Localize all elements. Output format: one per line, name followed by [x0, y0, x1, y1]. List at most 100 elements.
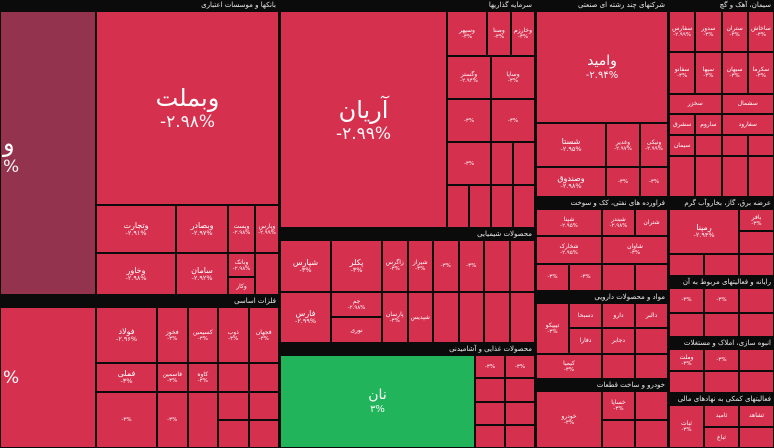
tile-grid-item[interactable]	[505, 378, 535, 402]
tile-sabet[interactable]: ثبات -۳%	[669, 405, 704, 448]
tile-noon[interactable]: نان ۳%	[280, 355, 475, 448]
tile-grid-item[interactable]	[505, 401, 535, 425]
tile-fars[interactable]: فارس -۲.۹۹%	[280, 291, 331, 343]
tile-vbmelat[interactable]: وبملت -۲.۹۸%	[96, 11, 279, 205]
tile-grid-item[interactable]	[513, 185, 535, 228]
tile-grid-item[interactable]	[475, 378, 505, 402]
tile-grid-item[interactable]: -۳%	[433, 240, 459, 292]
tile-foolad[interactable]: فولاد -۲.۹۶%	[96, 307, 157, 364]
tile-grid-item[interactable]: -۳%	[458, 240, 484, 292]
tile-zagros[interactable]: زاگرس -۳%	[382, 240, 408, 292]
tile-grid-item[interactable]	[721, 134, 748, 156]
tile-shavan[interactable]: شاوان -۳%	[602, 236, 668, 264]
tile-grid-item[interactable]	[739, 426, 774, 448]
tile-sbahan[interactable]: سبهان -۳%	[721, 52, 748, 94]
tile-vpost[interactable]: وپست -۲.۹۸%	[228, 205, 255, 253]
tile-grid-item[interactable]: -۳%	[447, 142, 491, 185]
tile-shpedar[interactable]: شپدیس	[407, 291, 433, 343]
tile-sakhash[interactable]: ساخاش -۳%	[747, 11, 774, 53]
tile-shbandar[interactable]: شبندر -۲.۹۸%	[602, 209, 635, 237]
tile-grid-item[interactable]	[602, 263, 635, 291]
tile-vnik[interactable]: ونیکی -۲.۹۹%	[640, 123, 668, 167]
tile-grid-item[interactable]	[739, 288, 774, 313]
tile-sdoroud[interactable]: سدور -۳%	[695, 11, 722, 53]
tile-grid-item[interactable]: -۳%	[669, 288, 704, 313]
tile-khodro[interactable]: خودرو -۳%	[536, 391, 602, 448]
tile-fkhouz[interactable]: فخوز -۳%	[157, 307, 188, 364]
tile-grid-item[interactable]	[635, 391, 668, 420]
tile-grid-item[interactable]	[635, 419, 668, 448]
tile-shpars[interactable]: شپارس -۳%	[280, 240, 331, 292]
tile-bafar[interactable]: بافر -۳%	[739, 209, 774, 232]
tile-shasb[interactable]: ثباغ	[704, 426, 739, 448]
tile-vmaskan[interactable]: وملت -۳%	[669, 349, 704, 371]
tile-kimia[interactable]: کیمیا -۳%	[536, 353, 602, 379]
tile-sikhazar[interactable]: سخزر	[669, 93, 722, 115]
tile-grid-item[interactable]	[433, 291, 459, 343]
tile-vsina[interactable]: وصنا -۳%	[487, 11, 511, 56]
tile-grid-item[interactable]	[513, 142, 535, 185]
tile-grid-item[interactable]	[469, 185, 491, 228]
tile-grid-item[interactable]: -۳%	[536, 263, 569, 291]
tile-grid-item[interactable]	[509, 240, 535, 292]
tile-grid-item[interactable]	[491, 142, 513, 185]
tile-vsapa[interactable]: وساپا -۳%	[491, 56, 535, 99]
tile-sorud[interactable]: ساروم	[695, 114, 722, 135]
tile-grid-item[interactable]	[475, 424, 505, 448]
tile-grid-item[interactable]: -۳%	[157, 391, 188, 448]
tile-grid-item[interactable]	[669, 155, 696, 197]
tile-shkharak[interactable]: شخارک -۲.۹۵%	[536, 236, 602, 264]
tile-grid-item[interactable]	[704, 371, 739, 393]
tile-ssiman[interactable]: سیمان	[669, 134, 696, 156]
tile-grid-item[interactable]	[635, 328, 668, 354]
tile-tipix[interactable]: تیپیکو -۳%	[536, 303, 569, 354]
tile-thamid[interactable]: ثامید	[704, 405, 739, 427]
tile-vbank[interactable]: وبانک -۲.۹۸%	[228, 253, 255, 277]
tile-dalbar[interactable]: دالبر	[635, 303, 668, 329]
tile-jam[interactable]: جم -۲.۹۸%	[331, 291, 382, 318]
tile-grid-item[interactable]	[669, 371, 704, 393]
tile-vamid[interactable]: وامید -۲.۹۴%	[536, 11, 668, 123]
tile-vgostar[interactable]: وگستر -۲.۹۴%	[447, 56, 491, 99]
tile-grid-item[interactable]: -۳%	[447, 99, 491, 142]
tile-grid-item[interactable]	[695, 134, 722, 156]
tile-grid-item[interactable]	[635, 263, 668, 291]
tile-grid-item[interactable]	[747, 134, 774, 156]
tile-vtejarat[interactable]: وتجارت -۲.۹۱%	[96, 205, 176, 253]
tile-grid-item[interactable]	[458, 291, 484, 343]
tile-grid-item[interactable]	[669, 312, 704, 337]
tile-saman[interactable]: سامان -۲.۹۲%	[176, 253, 228, 295]
tile-vghadir[interactable]: وغدیر -۲.۹۷%	[606, 123, 640, 167]
tile-dsobhan[interactable]: دسبحا	[569, 303, 602, 329]
tile-parsan[interactable]: پارسان -۳%	[382, 291, 408, 343]
tile-vparsian[interactable]: وپارس -۲.۹۹%	[255, 205, 279, 253]
tile-dfara[interactable]: دفارا	[569, 328, 602, 354]
tile-stran[interactable]: ستران -۳%	[721, 11, 748, 53]
tile-nouri[interactable]: نوری	[331, 317, 382, 343]
tile-grid-item[interactable]	[218, 363, 249, 392]
tile-shiraz[interactable]: شیراز -۳%	[407, 240, 433, 292]
tile-sfanoud[interactable]: سفانو -۳%	[669, 52, 696, 94]
tile-grid-item[interactable]	[187, 391, 218, 448]
tile-kave[interactable]: کاوه -۳%	[187, 363, 218, 392]
tile-fjahan[interactable]: فجهان -۳%	[248, 307, 279, 364]
tile-grid-item[interactable]	[484, 291, 510, 343]
tile-grid-item[interactable]: -۳%	[569, 263, 602, 291]
tile-shasta[interactable]: شستا -۲.۹۵%	[536, 123, 606, 167]
tile-sshargh[interactable]: سشرق	[669, 114, 696, 135]
tile-khasapa[interactable]: خساپا -۳%	[602, 391, 635, 420]
tile-djaber[interactable]: دجابر	[602, 328, 635, 354]
tile-sfarood[interactable]: سفارود	[721, 114, 774, 135]
tile-fmelli[interactable]: فملی -۳%	[96, 363, 157, 392]
tile-grid-item[interactable]	[739, 231, 774, 254]
tile-mapna[interactable]: رمپنا -۲.۹۴%	[669, 209, 739, 254]
tile-grid-item[interactable]	[739, 349, 774, 371]
tile-grid-item[interactable]	[484, 240, 510, 292]
tile-grid-item[interactable]	[248, 363, 279, 392]
tile-grid-item[interactable]	[248, 391, 279, 420]
tile-shtran[interactable]: شتران	[635, 209, 668, 237]
tile-left-big[interactable]: و %	[0, 11, 96, 295]
tile-grid-item[interactable]	[747, 155, 774, 197]
tile-grid-item[interactable]: -۳%	[491, 99, 535, 142]
tile-grid-item[interactable]	[248, 419, 279, 448]
